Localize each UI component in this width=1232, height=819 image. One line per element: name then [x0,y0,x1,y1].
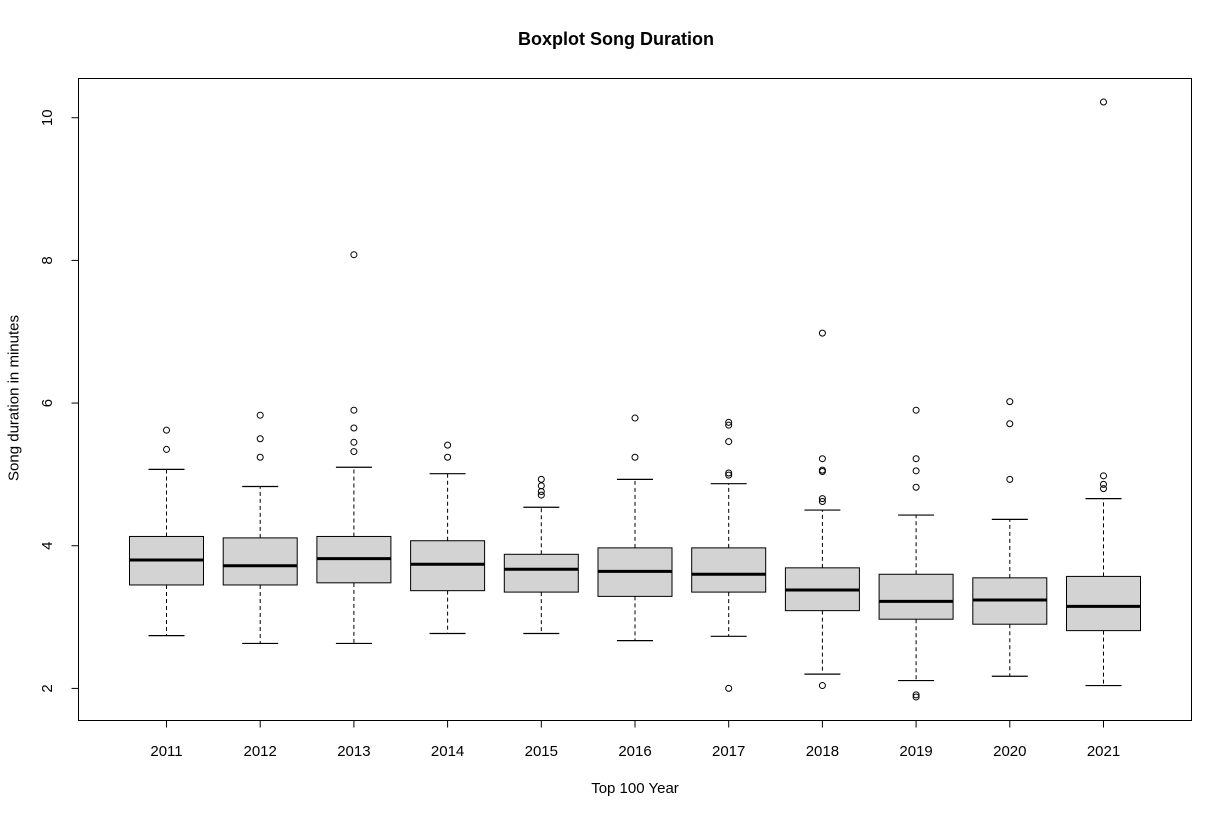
outlier-point [350,438,358,446]
y-tick-label: 4 [39,542,56,550]
x-tick-label: 2017 [712,743,745,760]
box-2020 [972,398,1048,677]
x-tick-label: 2013 [337,743,370,760]
outlier-point [725,469,733,477]
outlier-point [350,424,358,432]
outlier-point [912,483,920,491]
outlier-point [444,453,452,461]
outlier-point [1006,398,1014,406]
y-tick-label: 8 [39,256,56,264]
chart-title: Boxplot Song Duration [518,29,714,49]
outlier-point [912,467,920,475]
outlier-point [256,453,264,461]
x-axis: 2011 2012 2013 2014 2015 2016 2017 2018 2019 2020… [150,720,1120,760]
box-2013 [316,251,392,645]
y-tick-label: 2 [39,684,56,692]
iqr-box [1066,575,1141,632]
outlier-point [725,471,733,479]
x-tick-label: 2019 [899,743,932,760]
outlier-point [725,421,733,429]
x-tick-label: 2014 [431,743,464,760]
outlier-point [818,329,826,337]
box-2012 [222,411,298,645]
x-axis-label: Top 100 Year [591,780,679,797]
outlier-point [1100,98,1107,106]
outlier-point [725,684,733,692]
x-tick-label: 2021 [1087,743,1120,760]
y-axis: 2 4 6 8 10 [39,109,79,693]
x-tick-label: 2011 [150,743,182,760]
outlier-point [1100,472,1107,480]
outlier-point [912,406,920,414]
box-2017 [691,418,767,692]
x-tick-label: 2020 [993,743,1026,760]
box-2015 [503,475,579,635]
y-tick-label: 6 [39,399,56,407]
outlier-point [163,445,170,453]
outlier-point [631,414,639,422]
outlier-point [1006,420,1014,428]
outlier-point [350,251,358,259]
box-2011 [129,426,204,637]
outlier-point [818,495,826,503]
x-tick-label: 2016 [618,743,651,760]
outlier-point [631,453,639,461]
x-tick-label: 2018 [806,743,839,760]
box-2019 [878,406,954,701]
box-2021 [1066,98,1141,687]
outlier-point [256,435,264,443]
outlier-point [818,455,826,463]
iqr-box [691,547,767,593]
outlier-point [350,406,358,414]
x-tick-label: 2012 [244,743,277,760]
iqr-box [878,573,954,620]
outlier-point [818,498,826,506]
box-2014 [410,441,486,635]
outlier-point [912,455,920,463]
outlier-point [256,411,264,419]
box-2018 [784,329,860,690]
outlier-point [537,482,545,490]
outlier-point [818,466,826,474]
outlier-point [537,475,545,483]
iqr-box [503,553,579,593]
outlier-point [1100,485,1107,493]
outlier-point [1100,480,1107,488]
box-series [129,98,1141,701]
iqr-box [222,537,298,586]
outlier-point [912,691,920,699]
outlier-point [912,693,920,701]
outlier-point [725,418,733,426]
outlier-point [350,448,358,456]
outlier-point [163,426,170,434]
y-tick-label: 10 [39,109,56,126]
outlier-point [818,682,826,690]
x-tick-label: 2015 [525,743,558,760]
outlier-point [1006,475,1014,483]
outlier-point [537,488,545,496]
outlier-point [444,441,452,449]
outlier-point [537,491,545,499]
box-2016 [597,414,673,642]
outlier-point [725,438,733,446]
